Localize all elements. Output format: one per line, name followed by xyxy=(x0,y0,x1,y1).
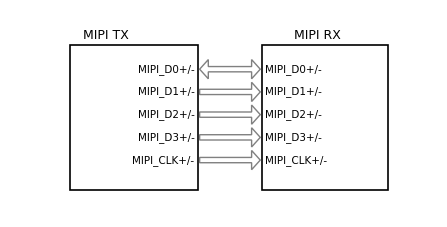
Polygon shape xyxy=(200,82,260,101)
Text: MIPI_D2+/-: MIPI_D2+/- xyxy=(138,109,194,120)
Text: MIPI TX: MIPI TX xyxy=(83,29,129,42)
Polygon shape xyxy=(200,151,260,170)
Text: MIPI_CLK+/-: MIPI_CLK+/- xyxy=(266,155,328,165)
Bar xyxy=(262,45,388,190)
Text: MIPI_D3+/-: MIPI_D3+/- xyxy=(266,132,322,143)
Text: MIPI_D3+/-: MIPI_D3+/- xyxy=(138,132,194,143)
Text: MIPI RX: MIPI RX xyxy=(294,29,341,42)
Text: MIPI_D1+/-: MIPI_D1+/- xyxy=(138,86,194,97)
Polygon shape xyxy=(200,105,260,124)
Text: MIPI_D0+/-: MIPI_D0+/- xyxy=(266,64,322,75)
Polygon shape xyxy=(200,59,260,79)
Bar xyxy=(70,45,198,190)
Polygon shape xyxy=(200,128,260,147)
Text: MIPI_CLK+/-: MIPI_CLK+/- xyxy=(132,155,194,165)
Text: MIPI_D2+/-: MIPI_D2+/- xyxy=(266,109,322,120)
Text: MIPI_D0+/-: MIPI_D0+/- xyxy=(138,64,194,75)
Text: MIPI_D1+/-: MIPI_D1+/- xyxy=(266,86,322,97)
